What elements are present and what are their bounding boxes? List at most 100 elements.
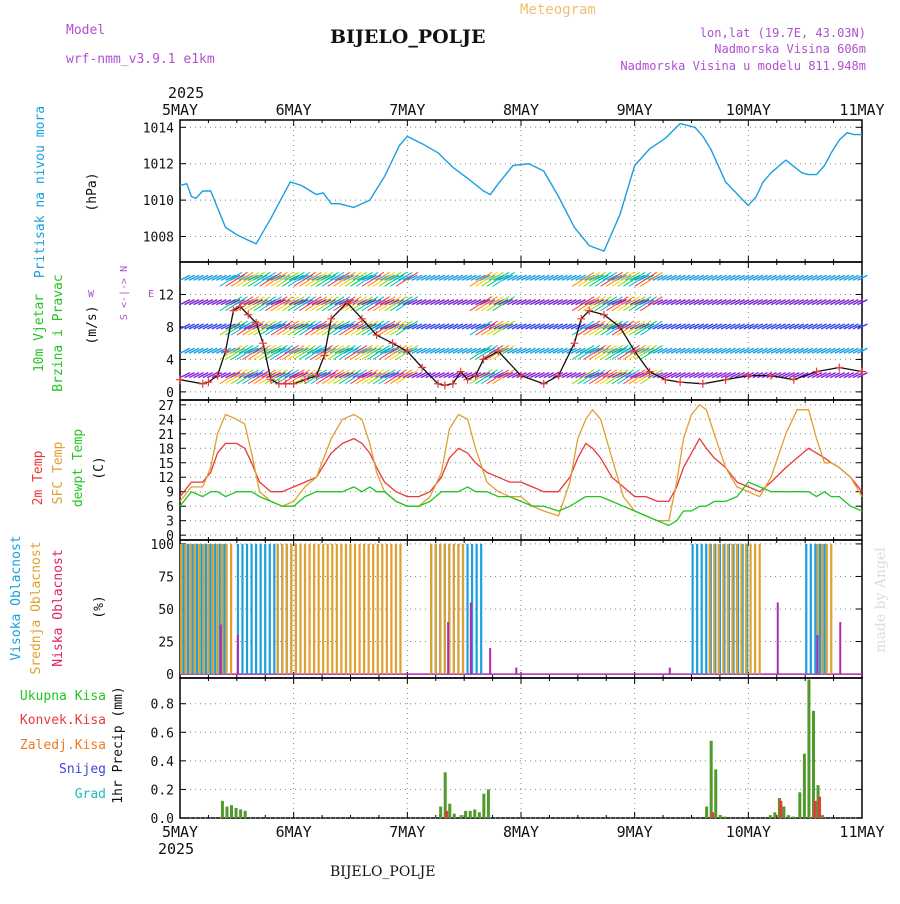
wind-arrow — [638, 347, 650, 354]
wind-arrow — [229, 274, 241, 281]
wind-arrow — [675, 323, 686, 330]
wind-title-line1: 10m Vjetar — [32, 294, 47, 372]
cloud-bar — [457, 543, 460, 675]
wind-arrow — [452, 323, 464, 330]
total-rain-bar — [220, 800, 224, 818]
pressure-line — [179, 122, 862, 252]
wind-arrow — [247, 347, 259, 354]
cloud-bar — [211, 543, 215, 675]
wind-strong-arrow — [304, 320, 328, 336]
wind-arrow — [379, 323, 391, 330]
total-rain-bar — [709, 740, 713, 818]
wind-arrow — [857, 347, 868, 354]
wind-gust-marker — [312, 371, 321, 380]
wind-arrow — [511, 372, 523, 379]
wind-arrow — [588, 274, 600, 281]
wind-arrow — [652, 274, 664, 281]
wind-arrow — [288, 323, 300, 330]
wind-gust-marker — [221, 347, 230, 356]
wind-strong-arrow — [316, 344, 339, 360]
wind-arrow — [507, 372, 518, 379]
pressure-title: Pritisak na nivou mora — [33, 106, 48, 278]
total-rain-bar — [782, 806, 786, 818]
y-tick-label: 27 — [158, 399, 174, 414]
cloud-bar — [475, 543, 478, 675]
wind-arrow — [534, 347, 545, 354]
wind-arrow — [788, 347, 800, 354]
wind-arrow — [184, 347, 195, 354]
total-rain-bar — [486, 789, 490, 818]
wind-arrow — [534, 274, 545, 281]
wind-strong-arrow — [492, 344, 515, 360]
wind-strong-arrow — [304, 296, 328, 312]
wind-strong-arrow — [395, 271, 419, 287]
total-rain-bar — [798, 792, 802, 818]
svg-text:W: W — [88, 289, 95, 300]
wind-strong-arrow — [338, 344, 362, 360]
wind-arrow — [507, 347, 518, 354]
model-label: Model — [66, 23, 105, 38]
wind-arrow — [684, 372, 695, 379]
wind-arrow — [838, 298, 850, 306]
wind-arrow — [711, 298, 723, 306]
wind-arrow — [511, 323, 523, 330]
wind-strong-arrow — [338, 369, 362, 385]
wind-arrow — [497, 323, 509, 330]
wind-arrow — [720, 347, 732, 354]
wind-strong-arrow — [287, 271, 311, 287]
wind-arrow — [243, 298, 254, 306]
wind-strong-arrow — [316, 369, 339, 385]
wind-strong-arrow — [293, 344, 316, 360]
wind-gust-marker — [244, 310, 253, 319]
wind-arrow — [584, 372, 595, 379]
wind-arrow — [220, 323, 232, 330]
y-tick-label: 12 — [158, 288, 174, 303]
wind-arrow — [547, 347, 559, 354]
wind-strong-arrow — [480, 344, 504, 360]
wind-strong-arrow — [344, 320, 368, 336]
wind-arrow — [466, 298, 477, 306]
wind-arrow — [566, 274, 577, 281]
wind-strong-arrow — [378, 344, 402, 360]
wind-arrow — [752, 323, 764, 330]
top-year-label: 2025 — [168, 84, 204, 102]
low-cloud-bar — [236, 635, 239, 675]
wind-arrow — [584, 298, 595, 306]
wind-strong-arrow — [230, 320, 254, 336]
wind-arrow — [825, 347, 836, 354]
total-rain-bar — [239, 809, 243, 818]
wind-arrow — [225, 274, 236, 281]
wind-arrow — [657, 347, 668, 354]
y-tick-label: 0.6 — [151, 726, 174, 741]
wind-arrow — [357, 347, 368, 354]
low-cloud-bar — [219, 624, 222, 675]
total-rain-bar — [448, 803, 452, 818]
wind-arrow — [438, 372, 450, 379]
wind-strong-arrow — [475, 271, 498, 287]
wind-arrow — [784, 274, 796, 281]
wind-gust-marker — [463, 375, 472, 384]
wind-arrow — [693, 347, 705, 354]
wind-arrow — [316, 372, 327, 379]
wind-arrow — [211, 323, 223, 330]
wind-strong-arrow — [287, 369, 311, 385]
wind-arrow — [729, 274, 741, 281]
wind-arrow — [607, 372, 618, 379]
wind-strong-arrow — [236, 271, 260, 287]
wind-arrow — [206, 274, 218, 281]
wind-arrow — [852, 323, 864, 330]
cloud-bar — [299, 543, 302, 675]
wind-arrow — [216, 347, 227, 354]
wind-arrow — [684, 323, 695, 330]
wind-arrow — [525, 298, 536, 306]
wind-arrow — [343, 274, 354, 281]
cloud-bar — [276, 543, 279, 675]
wind-arrow — [534, 372, 545, 379]
wind-strong-arrow — [350, 320, 373, 336]
wind-arrow — [270, 372, 282, 379]
wind-arrow — [197, 347, 209, 354]
total-rain-bar — [443, 772, 447, 818]
y-tick-label: 0.4 — [151, 755, 175, 770]
wind-arrow — [416, 323, 427, 330]
wind-arrow — [784, 347, 796, 354]
